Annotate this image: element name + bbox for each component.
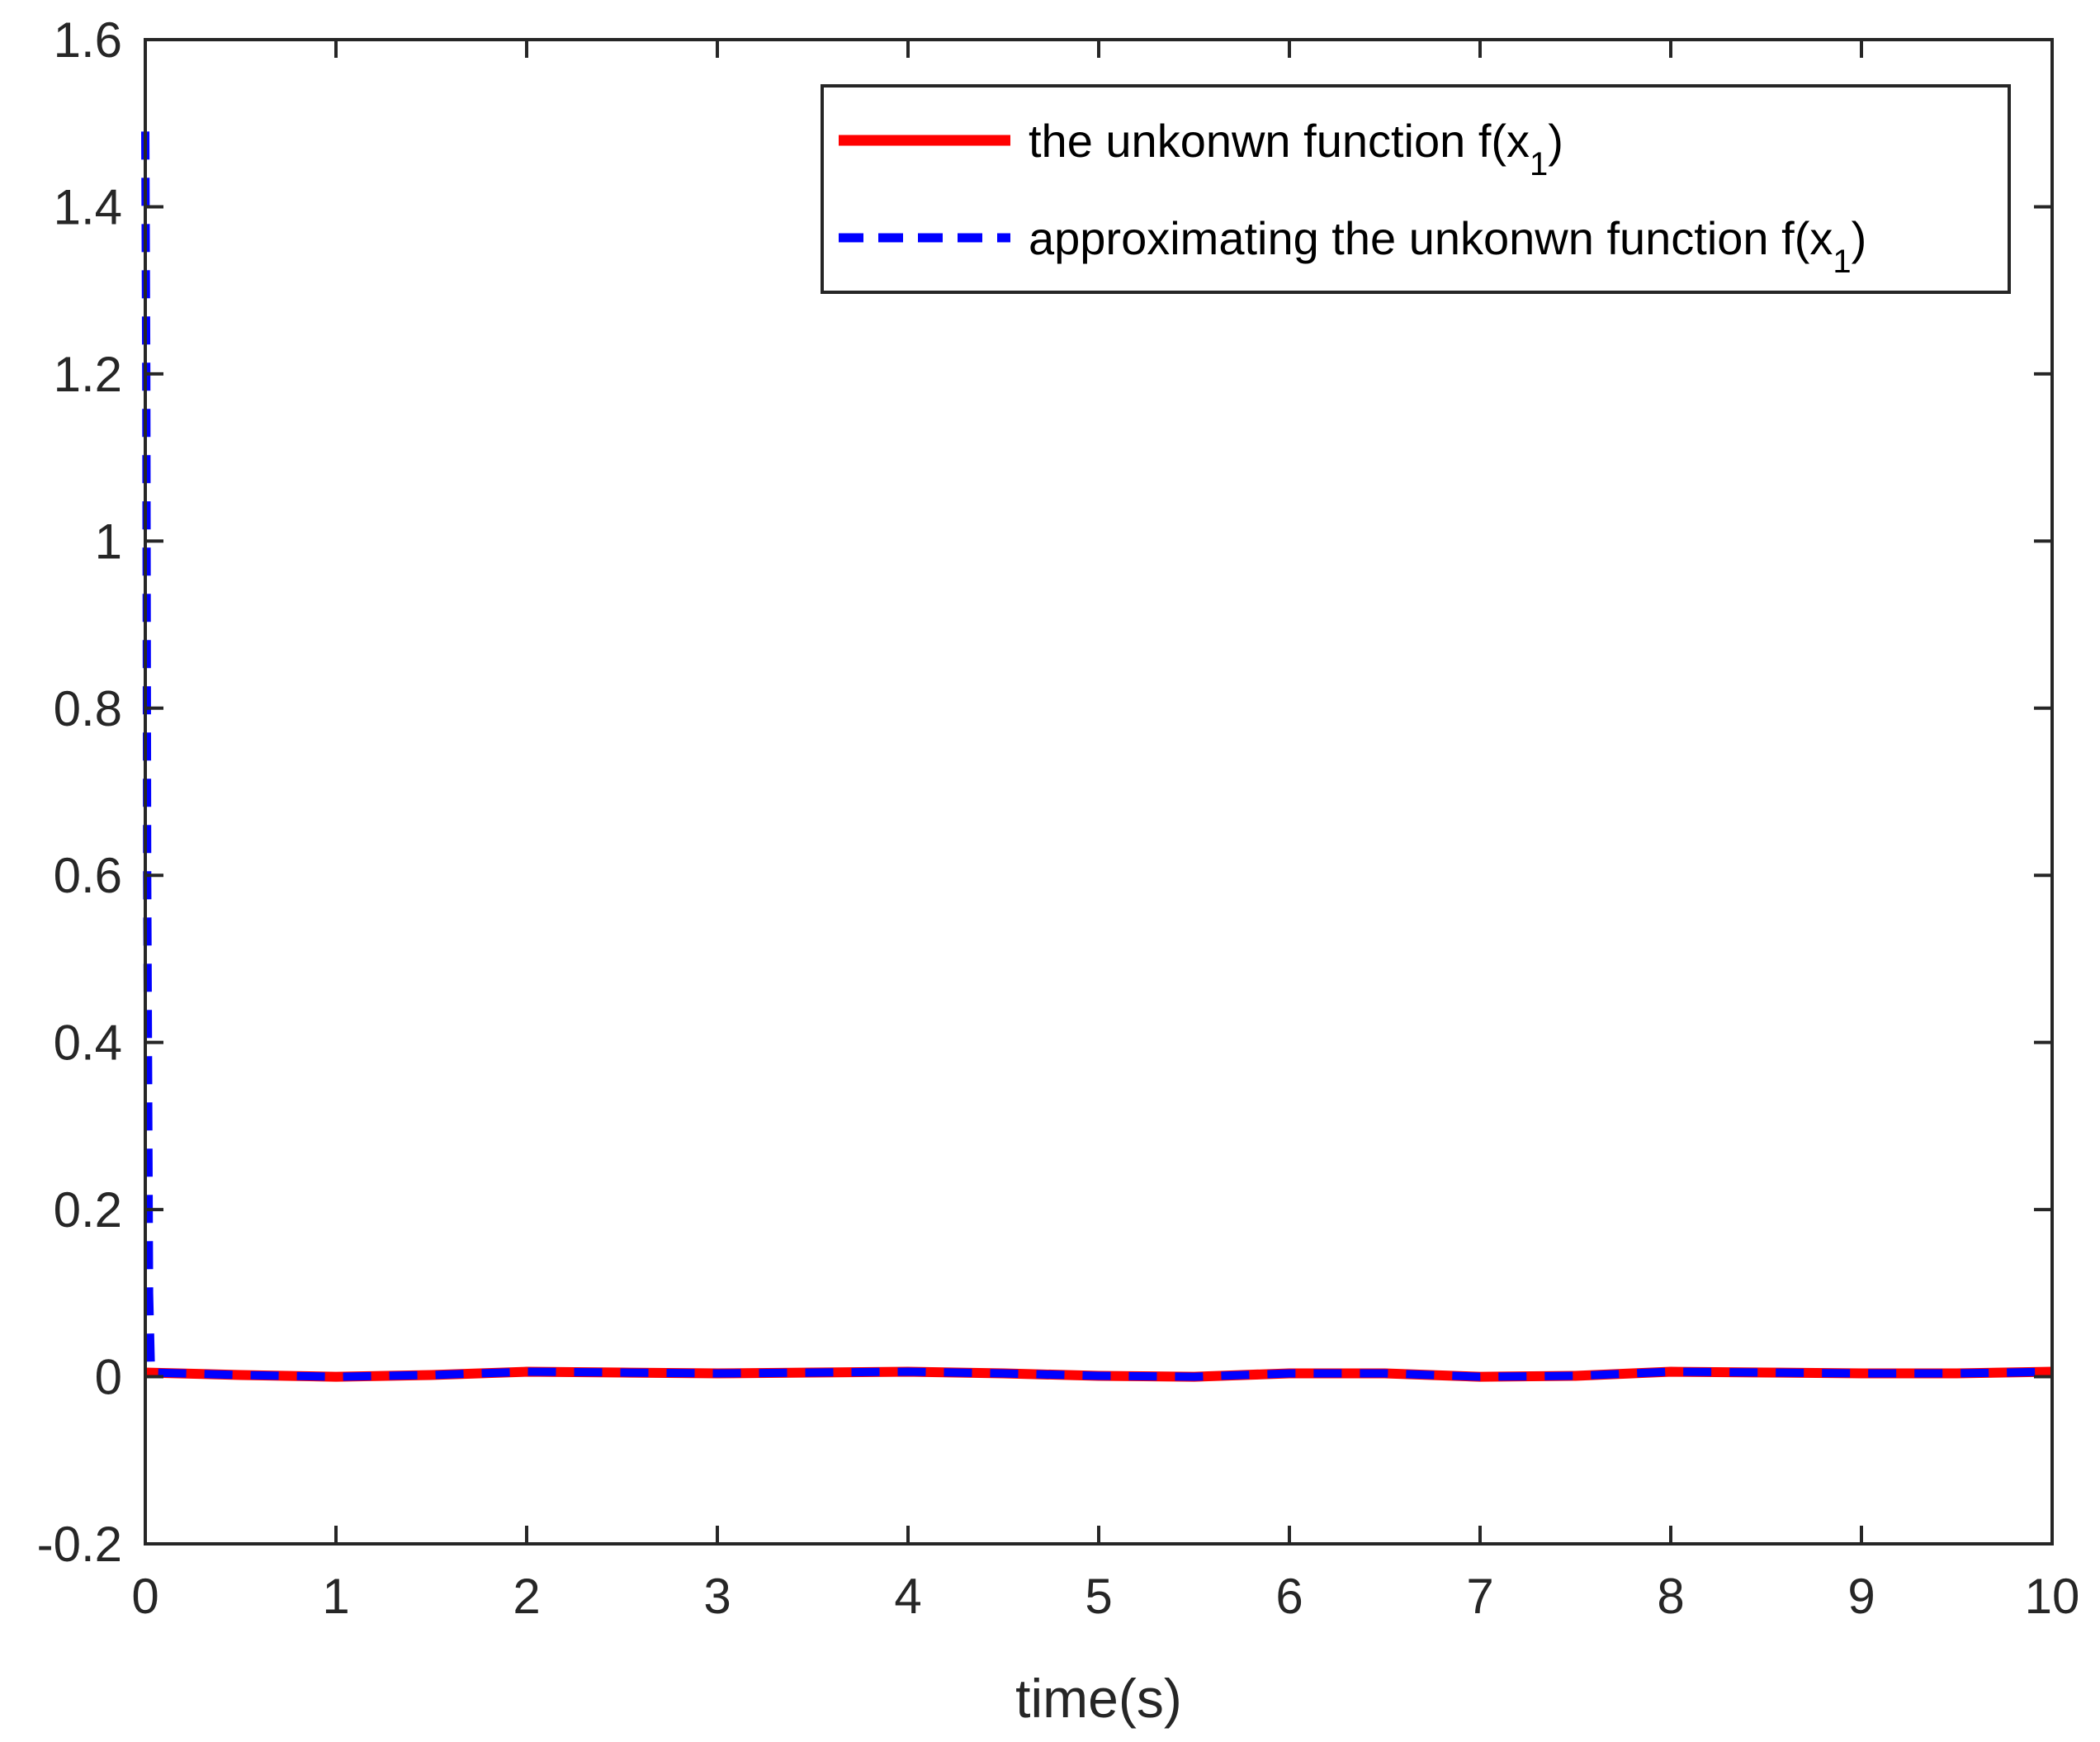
y-tick-label: 1	[95, 514, 122, 569]
x-tick-label: 8	[1657, 1569, 1684, 1624]
legend-label-1: the unkonwn function f(x1)	[1029, 115, 1563, 182]
y-tick-label: 0	[95, 1350, 122, 1405]
y-tick-label: 0.4	[54, 1015, 122, 1071]
legend-label-suffix: )	[1852, 212, 1867, 264]
x-tick-label: 9	[1847, 1569, 1875, 1624]
y-tick-label: 1.2	[54, 347, 122, 402]
y-tick-label: 0.8	[54, 681, 122, 736]
y-tick-label: 0.2	[54, 1182, 122, 1238]
legend-label-main: the unkonwn function f(x	[1029, 115, 1530, 167]
x-tick-label: 10	[2025, 1569, 2080, 1624]
series-line-2	[141, 131, 2053, 1381]
series-layer	[141, 131, 2053, 1382]
legend-label-subscript: 1	[1833, 244, 1851, 280]
ticks-layer: 0 1 2 3 4 5 6 7 8 9 10-0.200.20.40.60.811.21.41.6	[37, 12, 2080, 1624]
x-tick-label: 7	[1466, 1569, 1493, 1624]
y-tick-label: -0.2	[37, 1517, 122, 1572]
x-tick-label: 5	[1085, 1569, 1112, 1624]
x-tick-label: 1	[322, 1569, 349, 1624]
x-tick-label: 3	[703, 1569, 731, 1624]
legend-label-subscript: 1	[1530, 146, 1548, 182]
x-tick-label: 4	[894, 1569, 921, 1624]
x-tick-label: 0	[131, 1569, 158, 1624]
y-tick-label: 0.6	[54, 848, 122, 903]
legend: the unkonwn function f(x1)approximating …	[821, 84, 2011, 294]
legend-label-main: approximating the unkonwn function f(x	[1029, 212, 1833, 264]
y-tick-label: 1.6	[54, 12, 122, 68]
x-axis-label: time(s)	[1015, 1668, 1182, 1729]
legend-label-suffix: )	[1548, 115, 1563, 167]
x-tick-label: 2	[513, 1569, 540, 1624]
y-tick-label: 1.4	[54, 179, 122, 234]
x-tick-label: 6	[1275, 1569, 1303, 1624]
legend-box	[821, 84, 2011, 294]
legend-label-2: approximating the unkonwn function f(x1)	[1029, 212, 1866, 280]
